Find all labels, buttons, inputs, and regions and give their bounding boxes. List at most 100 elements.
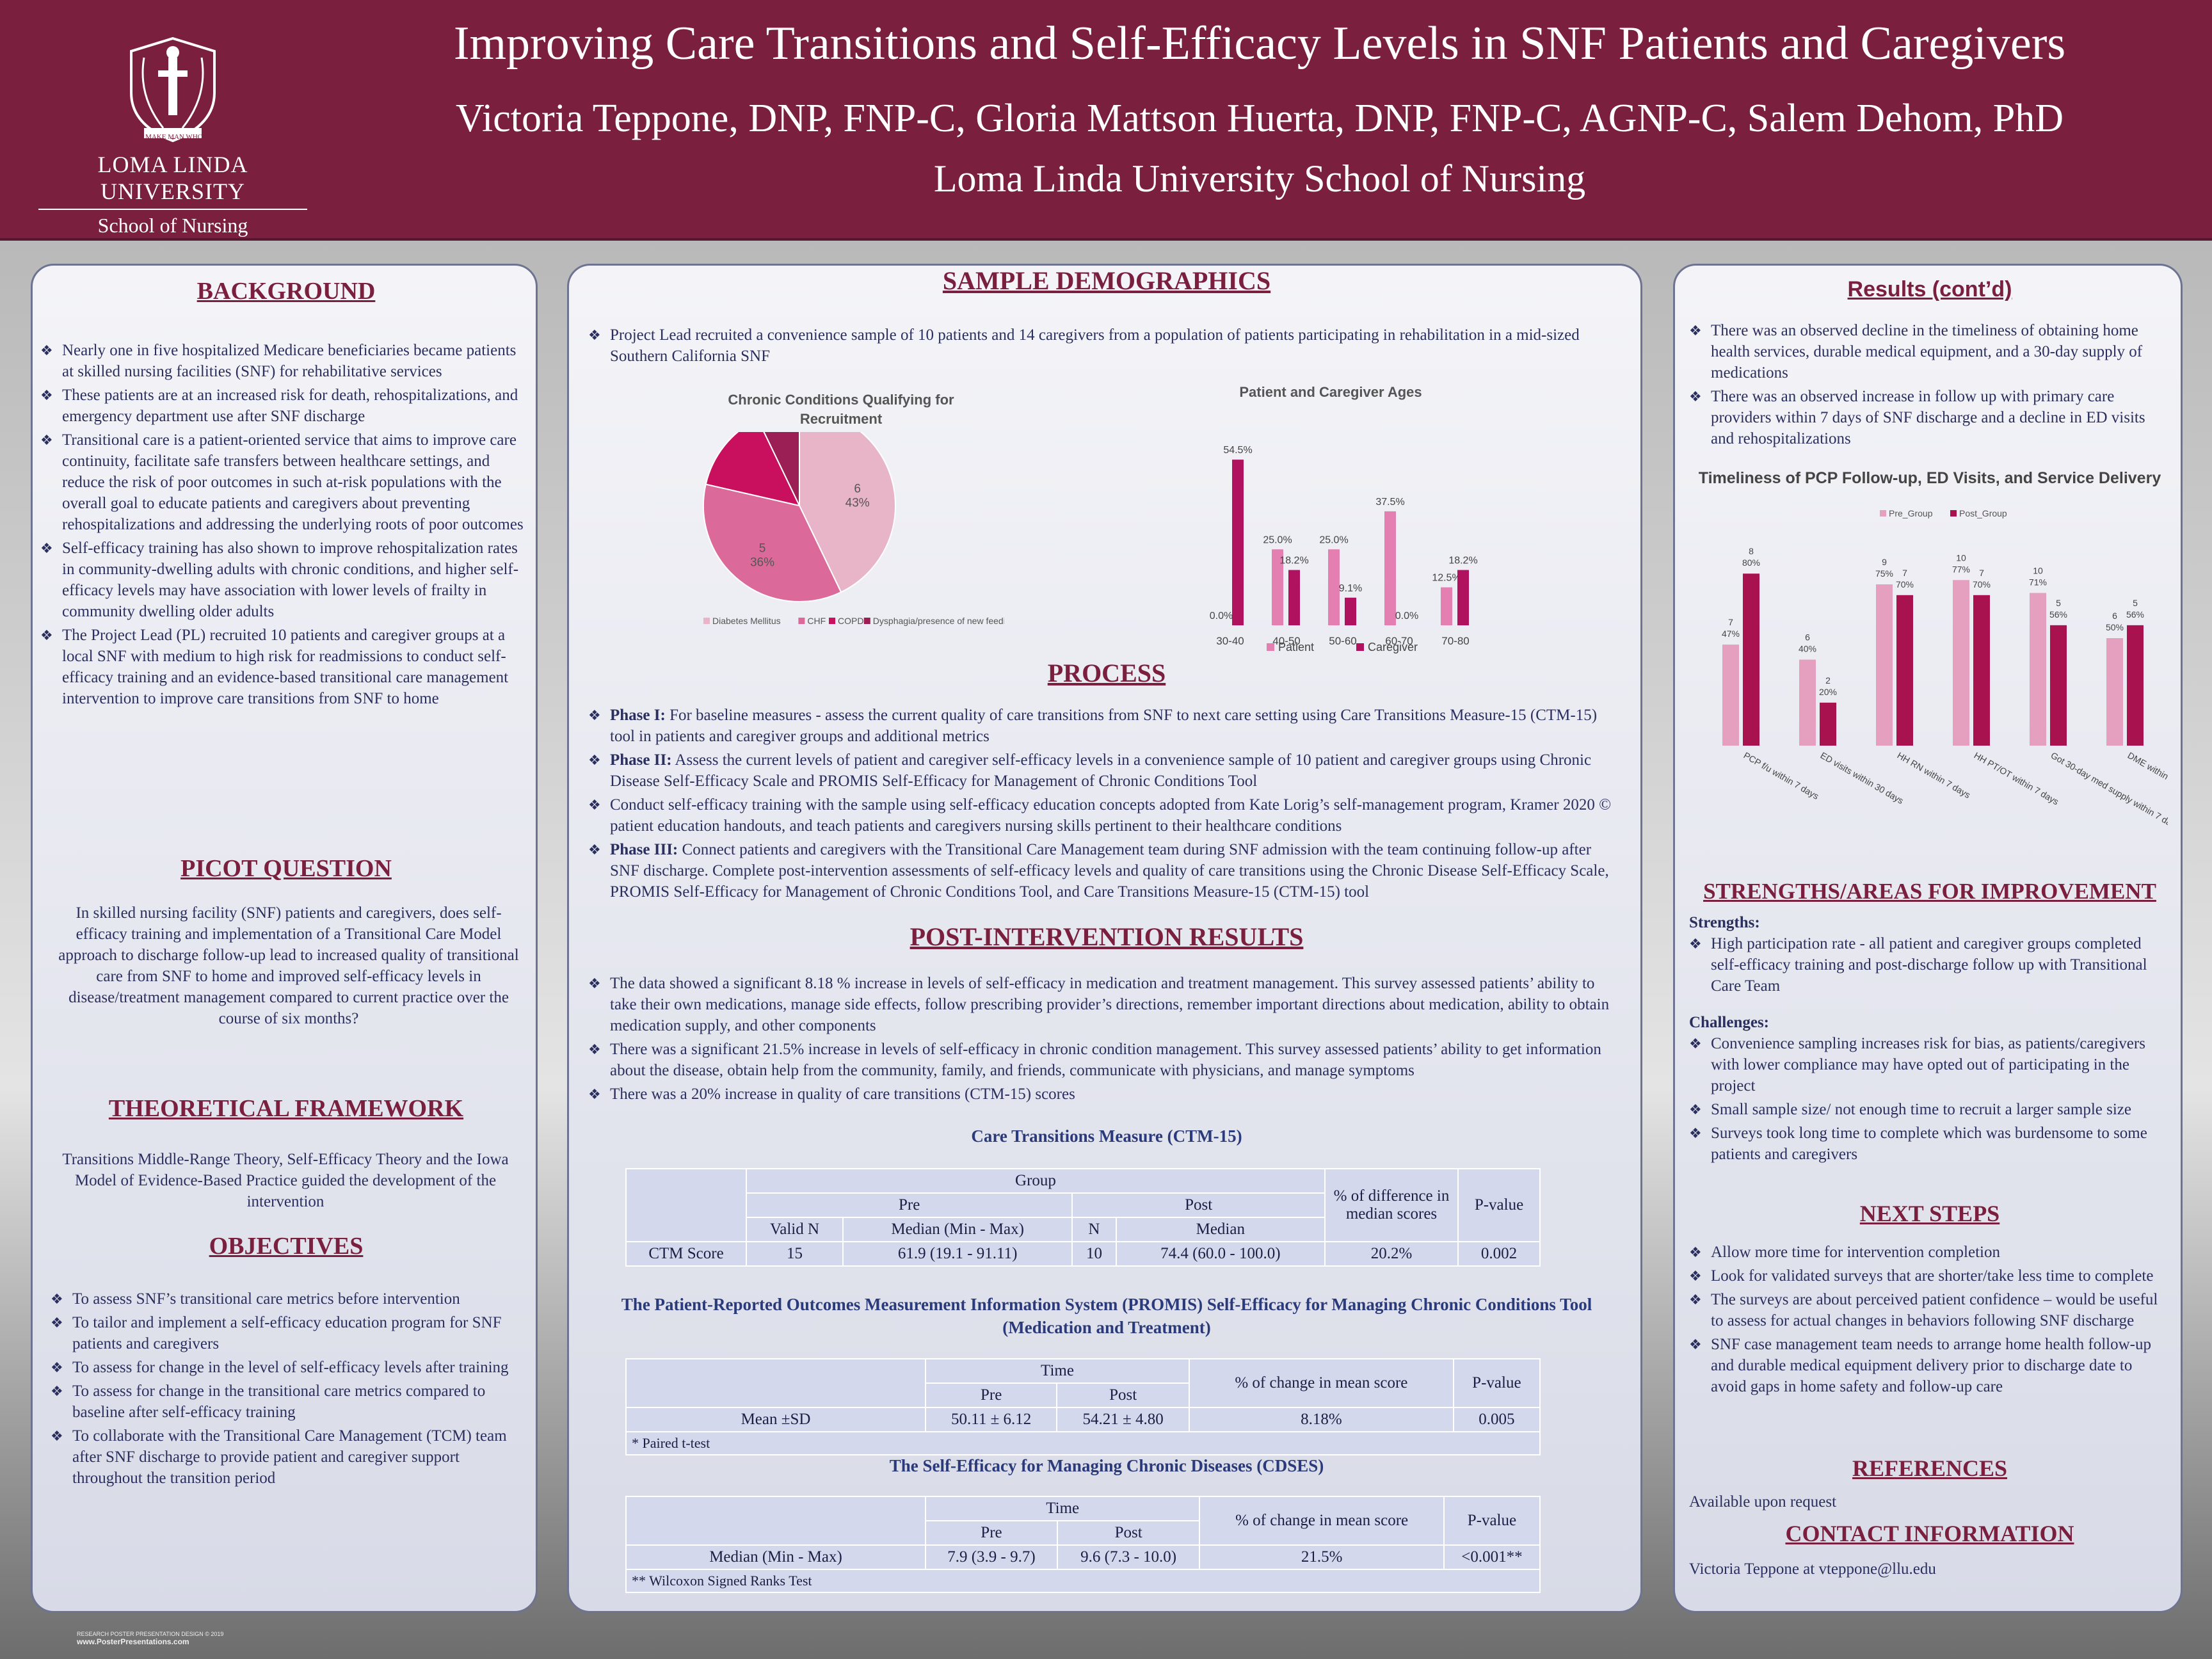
- bar: [1799, 659, 1816, 746]
- references-heading: REFERENCES: [1852, 1455, 2008, 1481]
- bar: [1953, 580, 1969, 746]
- x-tick-label: PCP f/u within 7 days: [1742, 750, 1821, 801]
- list-item: The surveys are about perceived patient …: [1689, 1289, 2163, 1331]
- footer-credit: RESEARCH POSTER PRESENTATION DESIGN © 20…: [77, 1631, 223, 1646]
- bar-value-label: 47%: [1722, 629, 1740, 639]
- bar: [1441, 587, 1452, 625]
- list-item: High participation rate - all patient an…: [1689, 933, 2163, 997]
- pie-slice-label: 5: [759, 542, 766, 556]
- logo-divider: [38, 209, 307, 210]
- legend-entry: Pre_Group: [1889, 509, 1933, 518]
- post-results-heading: POST-INTERVENTION RESULTS: [910, 922, 1304, 951]
- list-item: There was an observed decline in the tim…: [1689, 320, 2163, 383]
- ctm-median-range-header: Median (Min - Max): [842, 1217, 1073, 1242]
- challenges-bullets: Convenience sampling increases risk for …: [1689, 1033, 2163, 1165]
- bar: [2106, 638, 2123, 746]
- footer-line1: RESEARCH POSTER PRESENTATION DESIGN © 20…: [77, 1631, 224, 1637]
- poster-authors: Victoria Teppone, DNP, FNP-C, Gloria Mat…: [455, 97, 2064, 140]
- pie-slice: [799, 432, 896, 593]
- pie-slices: 643% 536%: [703, 432, 896, 602]
- legend-entry: Patient: [1278, 641, 1314, 653]
- bar-value-label: 7: [1728, 617, 1733, 627]
- ctm-pre-n: 15: [746, 1241, 844, 1267]
- objectives-bullets: To assess SNF’s transitional care metric…: [51, 1288, 524, 1489]
- bar-value-label: 25.0%: [1263, 534, 1292, 545]
- bar: [1457, 570, 1469, 625]
- next-steps-section: Allow more time for intervention complet…: [1689, 1242, 2163, 1400]
- cdses-time-header: Time: [924, 1496, 1201, 1521]
- picot-heading: PICOT QUESTION: [180, 855, 392, 882]
- promis-pre-val: 50.11 ± 6.12: [924, 1407, 1058, 1432]
- bar-value-label: 5: [2056, 598, 2061, 608]
- ctm-group-header: Group: [746, 1168, 1326, 1194]
- x-tick-label: 70-80: [1441, 635, 1469, 647]
- ctm-table-caption: Care Transitions Measure (CTM-15): [971, 1126, 1242, 1146]
- bar: [1820, 702, 1836, 746]
- timeliness-bar-chart: Pre_Group Post_Group 7 47% 880% PCP f/u withi…: [1722, 509, 2168, 832]
- strengths-bullets: High participation rate - all patient an…: [1689, 933, 2163, 997]
- process-bullets: Phase I: For baseline measures - assess …: [588, 705, 1612, 902]
- legend-swatch: [1950, 510, 1957, 517]
- list-item: To assess SNF’s transitional care metric…: [51, 1288, 524, 1310]
- ctm-post-n: 10: [1071, 1241, 1117, 1267]
- ctm-pvalue-header: P-value: [1457, 1168, 1541, 1242]
- bar: [1722, 645, 1739, 746]
- pie-slice: [703, 483, 842, 602]
- logo-university-name: LOMA LINDA UNIVERSITY: [97, 152, 248, 204]
- bar-value-label: 8: [1749, 546, 1754, 556]
- bar-value-label: 7: [1902, 568, 1907, 578]
- x-tick-label: HH PT/OT within 7 days: [1973, 750, 2061, 807]
- bar-value-label: 7: [1979, 568, 1984, 578]
- background-section: Nearly one in five hospitalized Medicare…: [40, 340, 527, 712]
- bar-value-label: 75%: [1875, 568, 1893, 579]
- bar-value-label: 5: [2133, 598, 2138, 608]
- process-section: Phase I: For baseline measures - assess …: [588, 705, 1612, 905]
- ctm-median-header: Median: [1115, 1217, 1326, 1242]
- framework-heading: THEORETICAL FRAMEWORK: [108, 1095, 464, 1122]
- bar: [1384, 511, 1396, 625]
- bar: [2127, 625, 2144, 746]
- bar-value-label: 77%: [1952, 564, 1970, 574]
- poster-header: TO MAKE MAN WHOLE LOMA LINDA UNIVERSITY …: [0, 0, 2212, 241]
- list-item: The data showed a significant 8.18 % inc…: [588, 973, 1612, 1036]
- right-column: Results (cont’d) There was an observed d…: [1673, 264, 2183, 1613]
- promis-post-val: 54.21 ± 4.80: [1056, 1407, 1190, 1432]
- promis-pct-header: % of change in mean score: [1189, 1358, 1454, 1408]
- bar-value-label: 50%: [2106, 622, 2124, 632]
- challenges-label: Challenges:: [1689, 1014, 1769, 1031]
- cdses-change: 21.5%: [1199, 1544, 1445, 1570]
- left-column: BACKGROUND Nearly one in five hospitaliz…: [31, 264, 538, 1613]
- promis-pvalue-header: P-value: [1452, 1358, 1541, 1408]
- bar-value-label: 40%: [1799, 644, 1816, 654]
- x-tick-label: 50-60: [1329, 635, 1356, 647]
- bar-value-label: 70%: [1973, 579, 1991, 589]
- ctm-pre-header: Pre: [745, 1192, 1073, 1218]
- picot-text: In skilled nursing facility (SNF) patien…: [58, 904, 519, 1027]
- strengths-section: Strengths: High participation rate - all…: [1689, 912, 2163, 1167]
- bar: [1288, 570, 1300, 625]
- background-bullets: Nearly one in five hospitalized Medicare…: [40, 340, 527, 709]
- table-row: Median (Min - Max) 7.9 (3.9 - 9.7) 9.6 (…: [625, 1544, 1541, 1570]
- legend-swatch: [1267, 643, 1274, 651]
- promis-pre-header: Pre: [924, 1382, 1058, 1408]
- x-tick-label: DME within 7 days: [2126, 750, 2168, 796]
- legend-swatch: [829, 618, 835, 624]
- post-results-section: The data showed a significant 8.18 % inc…: [588, 973, 1612, 1107]
- legend-swatch: [703, 618, 710, 624]
- post-results-bullets: The data showed a significant 8.18 % inc…: [588, 973, 1612, 1105]
- next-steps-bullets: Allow more time for intervention complet…: [1689, 1242, 2163, 1397]
- bar-value-label: 20%: [1819, 687, 1837, 697]
- conditions-pie-chart: 643% 536% Diabetes Mellitus CHF COPD Dysphag…: [703, 432, 1004, 626]
- next-steps-heading: NEXT STEPS: [1859, 1201, 2000, 1226]
- x-tick-label: 30-40: [1216, 635, 1244, 647]
- ctm-table: Group % of difference in median scores P…: [625, 1168, 1541, 1267]
- bar: [1328, 549, 1340, 625]
- pie-slice-label: 43%: [846, 496, 870, 509]
- list-item: Look for validated surveys that are shor…: [1689, 1265, 2163, 1286]
- legend-swatch: [1356, 643, 1364, 651]
- footer-line2: www.PosterPresentations.com: [77, 1637, 189, 1646]
- table-row: CTM Score 15 61.9 (19.1 - 91.11) 10 74.4…: [625, 1241, 1541, 1267]
- bar: [1345, 597, 1356, 625]
- ctm-diff: 20.2%: [1324, 1241, 1459, 1267]
- pie-slice: [763, 432, 800, 506]
